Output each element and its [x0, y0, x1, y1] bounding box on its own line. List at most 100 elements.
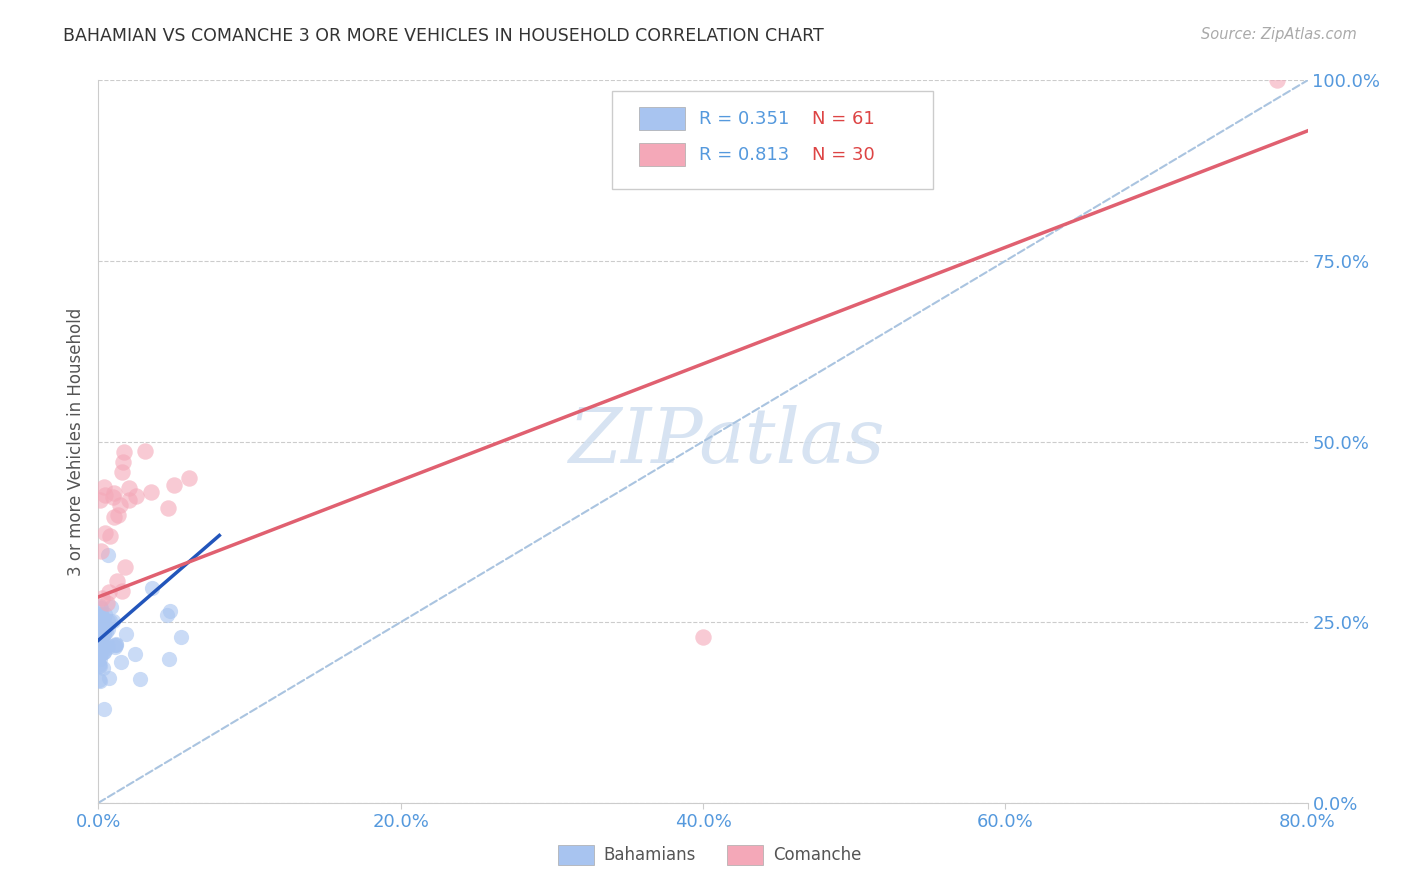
Point: [90, 613, 112, 627]
Point: [87, 657, 110, 671]
Point: [89, 612, 111, 626]
Text: N = 61: N = 61: [811, 110, 875, 128]
Point: [104, 637, 127, 651]
Point: [93, 645, 115, 659]
Point: [91, 614, 114, 628]
Point: [90, 641, 112, 656]
Text: R = 0.351: R = 0.351: [699, 110, 790, 128]
FancyBboxPatch shape: [638, 107, 685, 130]
Point: [91, 591, 114, 605]
Point: [97, 671, 120, 685]
Point: [89, 492, 111, 507]
Point: [134, 443, 156, 458]
Point: [89, 647, 111, 661]
Point: [98, 585, 121, 599]
Point: [93, 626, 115, 640]
Point: [114, 560, 136, 574]
Point: [103, 486, 125, 500]
Point: [103, 510, 125, 524]
Point: [98, 614, 121, 628]
Text: BAHAMIAN VS COMANCHE 3 OR MORE VEHICLES IN HOUSEHOLD CORRELATION CHART: BAHAMIAN VS COMANCHE 3 OR MORE VEHICLES …: [63, 27, 824, 45]
Point: [104, 640, 127, 654]
Point: [124, 647, 146, 661]
Point: [89, 659, 111, 673]
Point: [111, 465, 134, 479]
Point: [91, 615, 114, 629]
Point: [103, 490, 125, 504]
Point: [93, 702, 115, 716]
Point: [179, 470, 201, 484]
Point: [112, 444, 135, 458]
Point: [93, 645, 115, 659]
Y-axis label: 3 or more Vehicles in Household: 3 or more Vehicles in Household: [66, 308, 84, 575]
Text: N = 30: N = 30: [811, 145, 875, 164]
Point: [107, 508, 129, 523]
Point: [170, 631, 193, 645]
Point: [93, 480, 115, 494]
Point: [87, 650, 110, 665]
Point: [94, 625, 117, 640]
Point: [94, 607, 117, 621]
Point: [105, 574, 128, 589]
Point: [90, 607, 112, 621]
Point: [110, 655, 132, 669]
Point: [94, 525, 117, 540]
FancyBboxPatch shape: [613, 91, 932, 189]
Point: [87, 639, 110, 653]
Point: [89, 607, 111, 621]
Point: [96, 596, 118, 610]
Point: [91, 629, 114, 643]
Point: [97, 614, 120, 628]
Point: [141, 485, 163, 500]
Point: [89, 599, 111, 613]
Point: [91, 631, 114, 645]
Point: [90, 637, 112, 651]
Point: [156, 608, 179, 623]
Point: [96, 640, 118, 655]
Point: [105, 638, 128, 652]
Point: [156, 501, 179, 516]
Point: [87, 673, 110, 687]
FancyBboxPatch shape: [638, 143, 685, 166]
Text: ZIPatlas: ZIPatlas: [569, 405, 886, 478]
Point: [128, 672, 150, 686]
Point: [112, 455, 135, 469]
Point: [93, 612, 115, 626]
Point: [141, 581, 163, 595]
Point: [89, 673, 111, 688]
Point: [157, 652, 180, 666]
Point: [98, 529, 121, 543]
Point: [91, 609, 114, 624]
Text: Bahamians: Bahamians: [603, 846, 696, 863]
Point: [94, 622, 117, 636]
Point: [89, 641, 111, 656]
Text: Comanche: Comanche: [773, 846, 862, 863]
Text: Source: ZipAtlas.com: Source: ZipAtlas.com: [1201, 27, 1357, 42]
Point: [118, 481, 141, 495]
FancyBboxPatch shape: [558, 845, 595, 865]
Point: [96, 638, 118, 652]
Point: [93, 488, 115, 502]
Point: [90, 601, 112, 615]
Point: [1267, 73, 1289, 87]
Point: [117, 493, 139, 508]
FancyBboxPatch shape: [727, 845, 763, 865]
Point: [93, 620, 115, 634]
Point: [90, 646, 112, 660]
Point: [93, 627, 115, 641]
Point: [124, 489, 146, 503]
Point: [111, 583, 134, 598]
Point: [103, 614, 125, 628]
Point: [97, 622, 120, 636]
Point: [91, 634, 114, 648]
Point: [89, 652, 111, 666]
Point: [89, 659, 111, 673]
Point: [163, 478, 186, 492]
Point: [692, 630, 714, 644]
Point: [108, 498, 131, 512]
Point: [104, 638, 127, 652]
Point: [91, 661, 114, 675]
Point: [159, 604, 181, 618]
Point: [90, 627, 112, 641]
Point: [100, 599, 122, 614]
